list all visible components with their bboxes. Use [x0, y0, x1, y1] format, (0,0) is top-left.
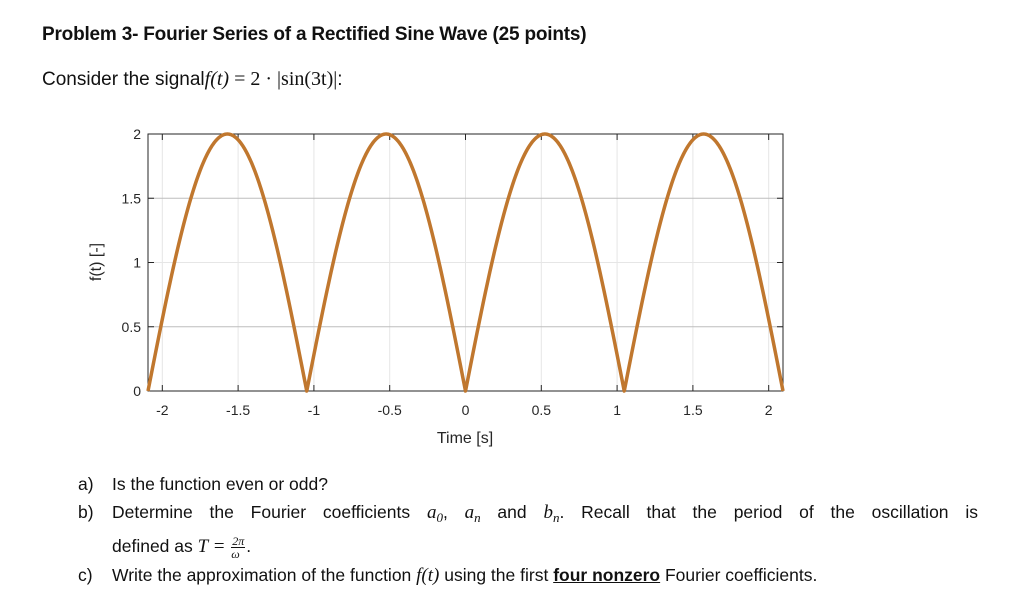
- formula-rhs: = 2 · |sin(3t)|: [229, 68, 338, 90]
- x-axis-label: Time [s]: [437, 430, 493, 447]
- questions-list: a) Is the function even or odd? b) Deter…: [78, 470, 978, 590]
- question-label: b): [78, 502, 94, 522]
- question-b: b) Determine the Fourier coefficients a0…: [78, 498, 978, 561]
- intro-text: Consider the signal: [42, 69, 205, 90]
- question-text-continuation: defined as T = 2π ω.: [112, 532, 978, 561]
- emphasis-bold: four nonzero: [553, 565, 661, 585]
- x-tick-label: 0.5: [532, 402, 552, 418]
- y-tick-label: 1.5: [122, 190, 142, 206]
- signal-formula: f(t) = 2 · |sin(3t)|: [205, 68, 338, 90]
- text-segment: Write the approximation of the function: [112, 565, 417, 585]
- question-a: a) Is the function even or odd?: [78, 470, 978, 498]
- text-segment: Determine the Fourier coefficients: [112, 502, 427, 522]
- problem-title: Problem 3- Fourier Series of a Rectified…: [42, 24, 587, 45]
- x-tick-label: 1: [613, 402, 621, 418]
- x-tick-label: -1: [308, 402, 321, 418]
- y-tick-label: 2: [133, 126, 141, 142]
- y-tick-label: 0: [133, 383, 141, 399]
- problem-intro: Consider the signalf(t) = 2 · |sin(3t)|:: [42, 68, 343, 91]
- y-tick-labels: 0 0.5 1 1.5 2: [122, 126, 142, 399]
- question-text: Write the approximation of the function …: [112, 561, 978, 590]
- fraction-numerator: 2π: [231, 533, 246, 548]
- y-tick-label: 1: [133, 255, 141, 271]
- equals-sign: =: [207, 536, 231, 557]
- text-segment: Fourier coefficients.: [660, 565, 818, 585]
- x-tick-label: 0: [462, 402, 470, 418]
- subscript: 0: [436, 510, 443, 525]
- fraction-denominator: ω: [231, 546, 240, 561]
- period-fraction: 2π ω: [231, 533, 246, 561]
- x-tick-labels: -2 -1.5 -1 -0.5 0 0.5 1 1.5 2: [156, 402, 773, 418]
- text-segment: defined as: [112, 536, 198, 556]
- y-tick-label: 0.5: [122, 319, 142, 335]
- symbol: b: [543, 502, 553, 523]
- subscript: n: [474, 510, 481, 525]
- question-text: Is the function even or odd?: [112, 474, 328, 494]
- text-segment: . Recall that the period of the oscillat…: [559, 502, 978, 522]
- symbol: a: [426, 502, 437, 523]
- text-segment: .: [246, 536, 252, 556]
- text-segment: and: [480, 502, 544, 522]
- question-label: a): [78, 474, 94, 494]
- question-text: Determine the Fourier coefficients a0, a…: [112, 498, 978, 532]
- symbol: a: [464, 502, 475, 523]
- plot-grid: [148, 133, 783, 392]
- text-segment: using the first: [439, 565, 554, 585]
- question-label: c): [78, 565, 93, 585]
- subscript: n: [552, 510, 560, 525]
- coef-a0: a0: [426, 502, 443, 525]
- signal-plot: -2 -1.5 -1 -0.5 0 0.5 1 1.5 2 0 0.5 1 1.5 2 Time [s]…: [88, 126, 785, 447]
- function-symbol: f(t): [416, 565, 440, 586]
- text-segment: ,: [442, 502, 465, 522]
- question-c: c) Write the approximation of the functi…: [78, 561, 978, 590]
- x-tick-label: 1.5: [683, 402, 703, 418]
- x-tick-label: -1.5: [226, 402, 250, 418]
- x-tick-label: -2: [156, 402, 169, 418]
- x-tick-label: 2: [765, 402, 773, 418]
- x-tick-label: -0.5: [378, 402, 402, 418]
- emphasis-text: four nonzero: [553, 565, 660, 585]
- coef-an: an: [464, 502, 481, 525]
- period-symbol: T: [197, 536, 208, 557]
- y-axis-label: f(t) [-]: [88, 243, 105, 281]
- signal-curve: [146, 132, 785, 393]
- formula-end: :: [337, 69, 343, 90]
- formula-lhs: f(t): [204, 68, 230, 90]
- coef-bn: bn: [543, 502, 560, 525]
